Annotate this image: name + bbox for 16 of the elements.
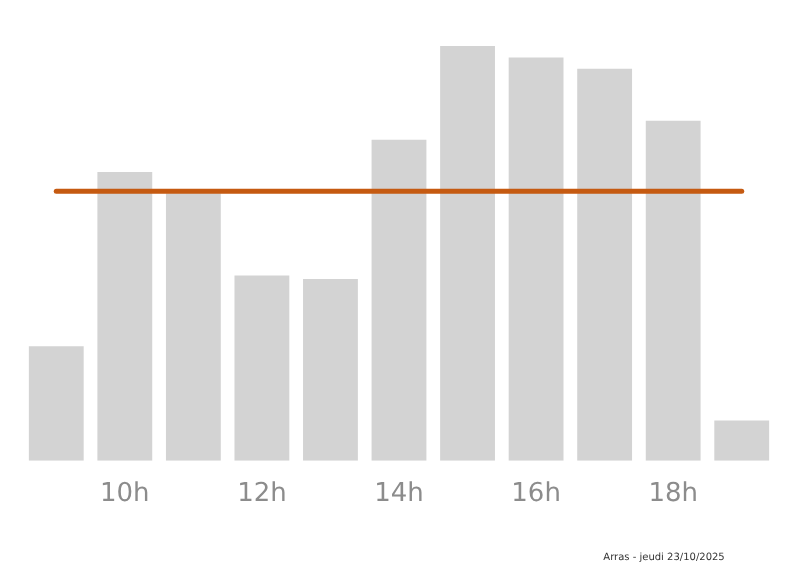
x-tick-label: 12h [237,479,287,510]
bar [303,279,358,461]
bar [714,420,770,461]
x-tick-label: 10h [100,479,150,510]
bar [97,172,153,461]
bar [28,346,84,461]
x-tick-label: 18h [648,479,698,510]
bar [645,120,701,461]
x-tick-label: 16h [511,479,561,510]
bar [234,275,290,461]
bar [440,46,495,461]
x-tick-label: 14h [374,479,424,510]
bar [577,68,633,461]
bar [165,193,221,461]
bar [508,57,564,461]
bar [371,139,427,461]
